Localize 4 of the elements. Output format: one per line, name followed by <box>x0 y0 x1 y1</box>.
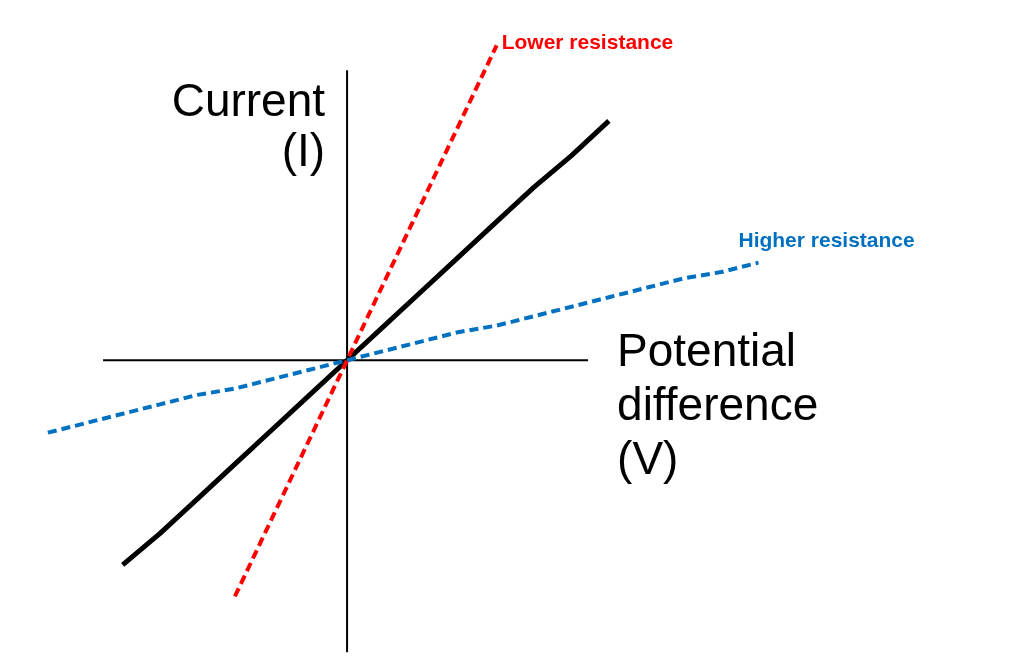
x-axis-title: Potential difference (V) <box>617 324 819 485</box>
series-label: Higher resistance <box>738 227 915 251</box>
y-axis-title: Current (I) <box>171 74 326 177</box>
series-label: Lower resistance <box>501 30 674 54</box>
